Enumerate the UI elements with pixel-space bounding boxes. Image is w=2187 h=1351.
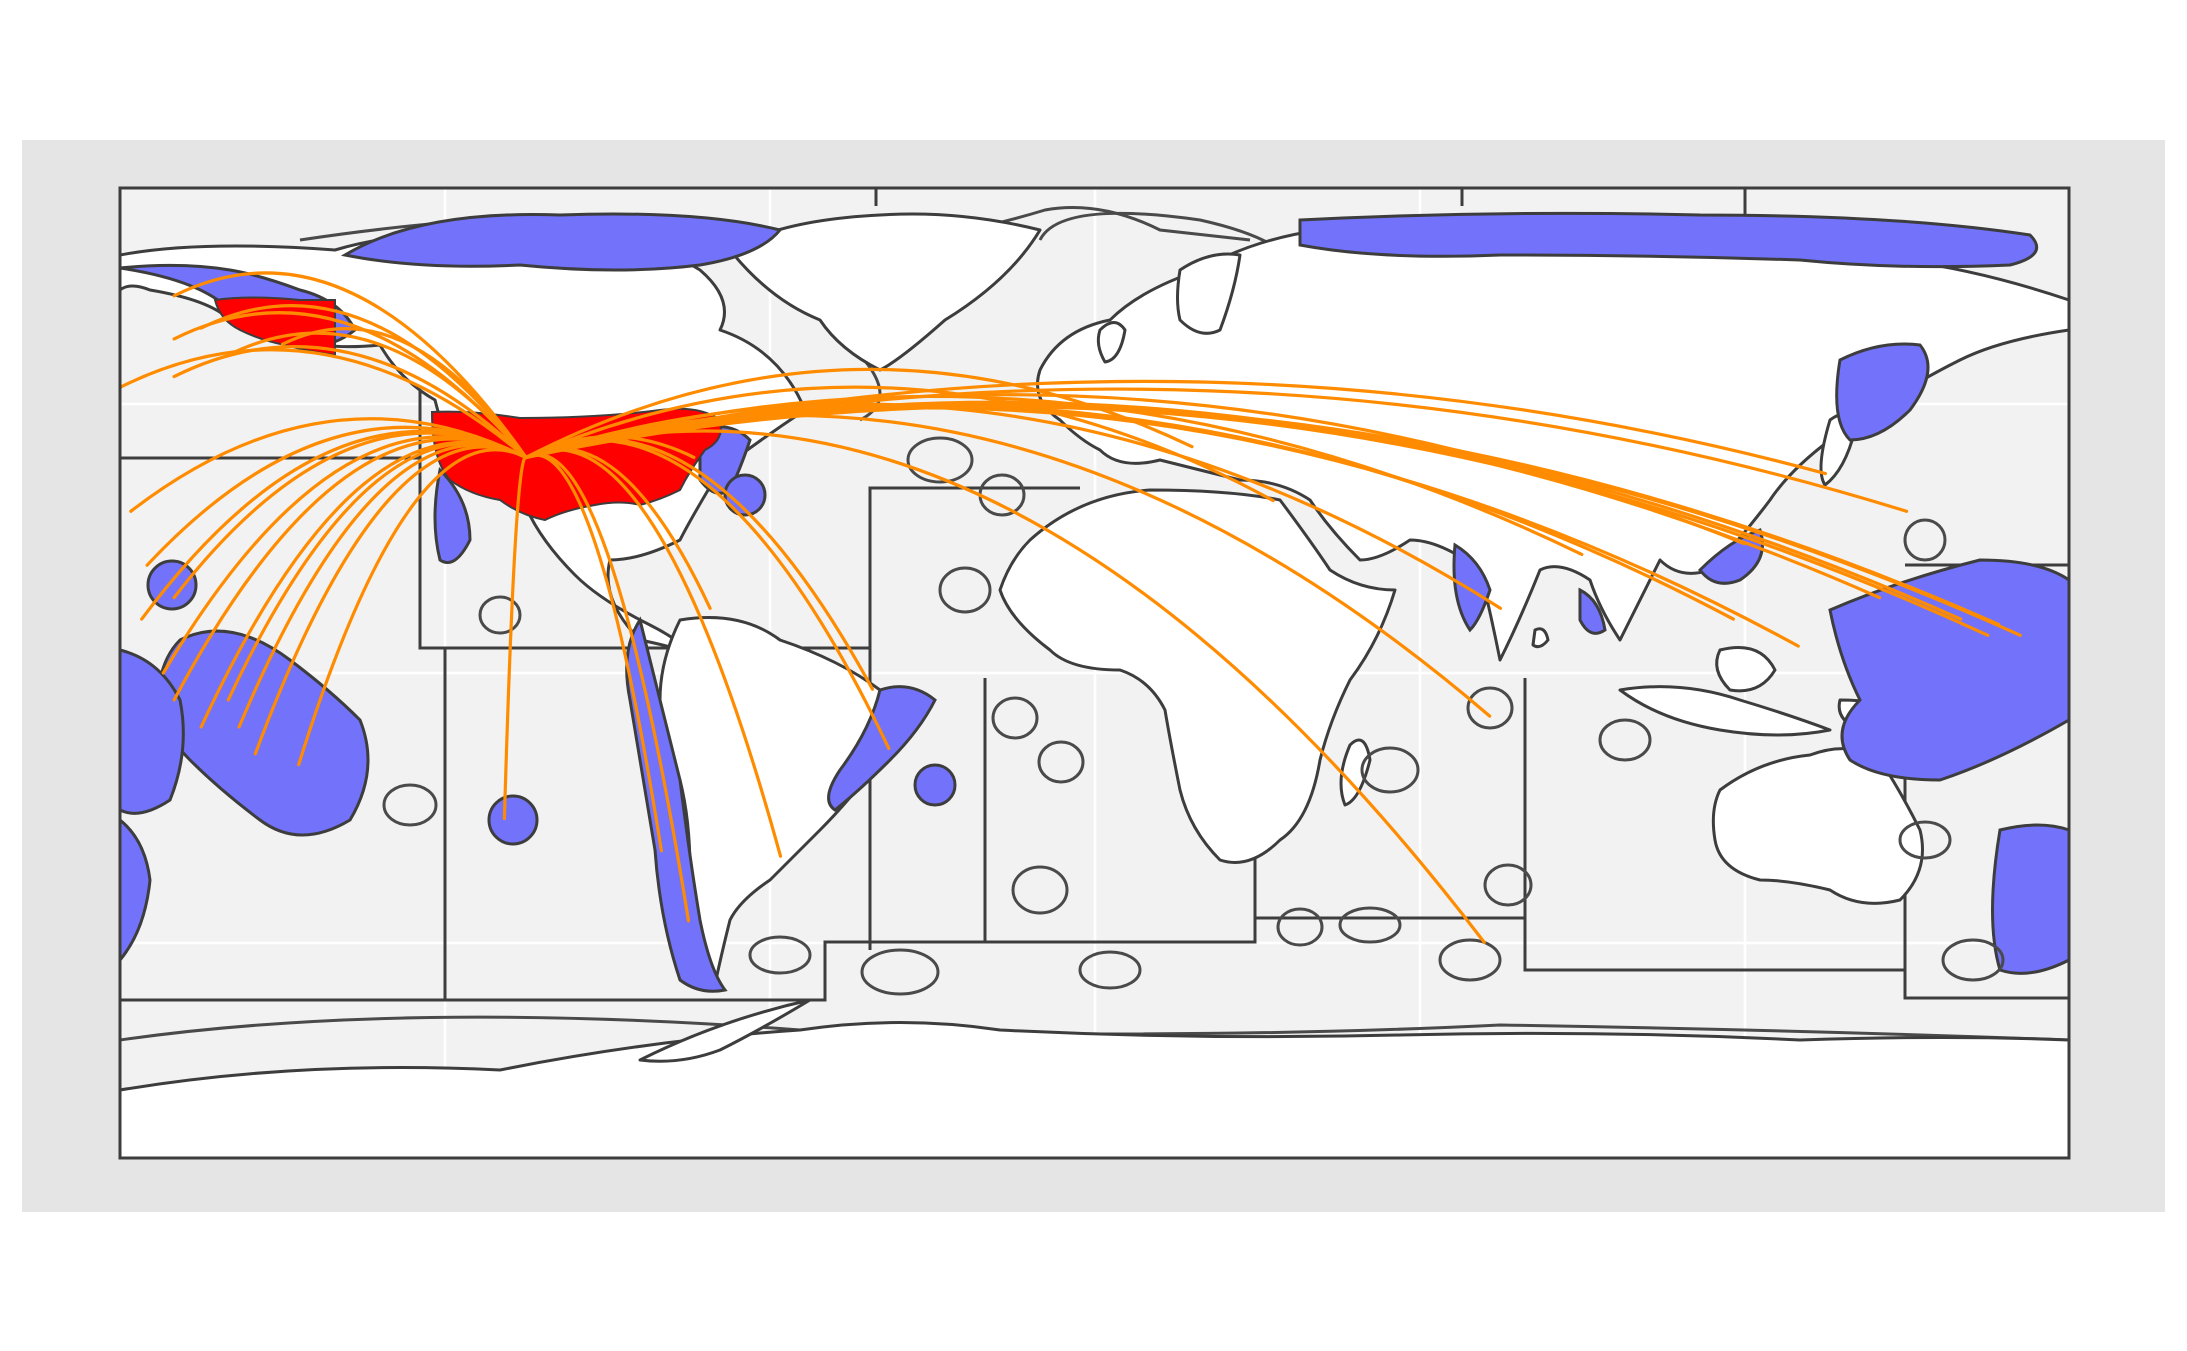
indonesia bbox=[1618, 685, 1832, 737]
route-2 bbox=[172, 345, 528, 459]
japan-eez bbox=[1835, 342, 1930, 442]
bay-of-bengal-eez bbox=[1578, 587, 1607, 635]
south-america-east-eez bbox=[827, 685, 937, 812]
antarctic-peninsula bbox=[638, 998, 812, 1063]
arctic-eez-west bbox=[340, 212, 783, 272]
australia bbox=[1711, 747, 1924, 905]
route-40 bbox=[524, 403, 2001, 627]
scandinavia bbox=[1176, 252, 1242, 335]
oceania-east-eez bbox=[1991, 823, 2071, 975]
azores-eez bbox=[723, 473, 767, 517]
pacific-islands-eez-west bbox=[118, 648, 185, 815]
route-31 bbox=[524, 402, 1503, 610]
routes-layer bbox=[118, 271, 2022, 944]
route-16 bbox=[297, 448, 528, 767]
south-atlantic-eez bbox=[913, 763, 957, 807]
antarctica bbox=[118, 1021, 2071, 1160]
route-6 bbox=[118, 348, 528, 459]
sri-lanka bbox=[1531, 627, 1550, 649]
clipperton-eez bbox=[487, 794, 539, 846]
greenland bbox=[728, 212, 1042, 372]
route-15 bbox=[253, 445, 528, 756]
samoa-eez bbox=[118, 816, 152, 965]
island-eez-outlines bbox=[382, 436, 2005, 996]
route-5 bbox=[199, 303, 528, 459]
borneo bbox=[1715, 646, 1777, 693]
arctic-eez-east bbox=[1298, 211, 2039, 269]
british-isles bbox=[1096, 321, 1127, 364]
indian-ocean-eez bbox=[1452, 542, 1492, 633]
us-west-eez bbox=[433, 466, 472, 564]
route-17 bbox=[140, 429, 528, 621]
plot-frame bbox=[118, 186, 2071, 1160]
africa bbox=[998, 488, 1397, 864]
route-3 bbox=[226, 331, 528, 459]
route-20 bbox=[524, 452, 691, 923]
route-41 bbox=[524, 387, 1909, 513]
route-18 bbox=[502, 455, 528, 821]
route-0 bbox=[172, 271, 528, 459]
micronesia-eez bbox=[1828, 558, 2071, 782]
